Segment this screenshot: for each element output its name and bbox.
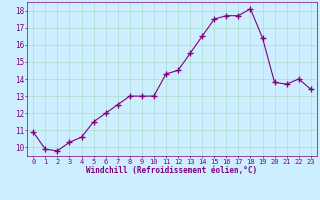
X-axis label: Windchill (Refroidissement éolien,°C): Windchill (Refroidissement éolien,°C): [86, 166, 258, 175]
